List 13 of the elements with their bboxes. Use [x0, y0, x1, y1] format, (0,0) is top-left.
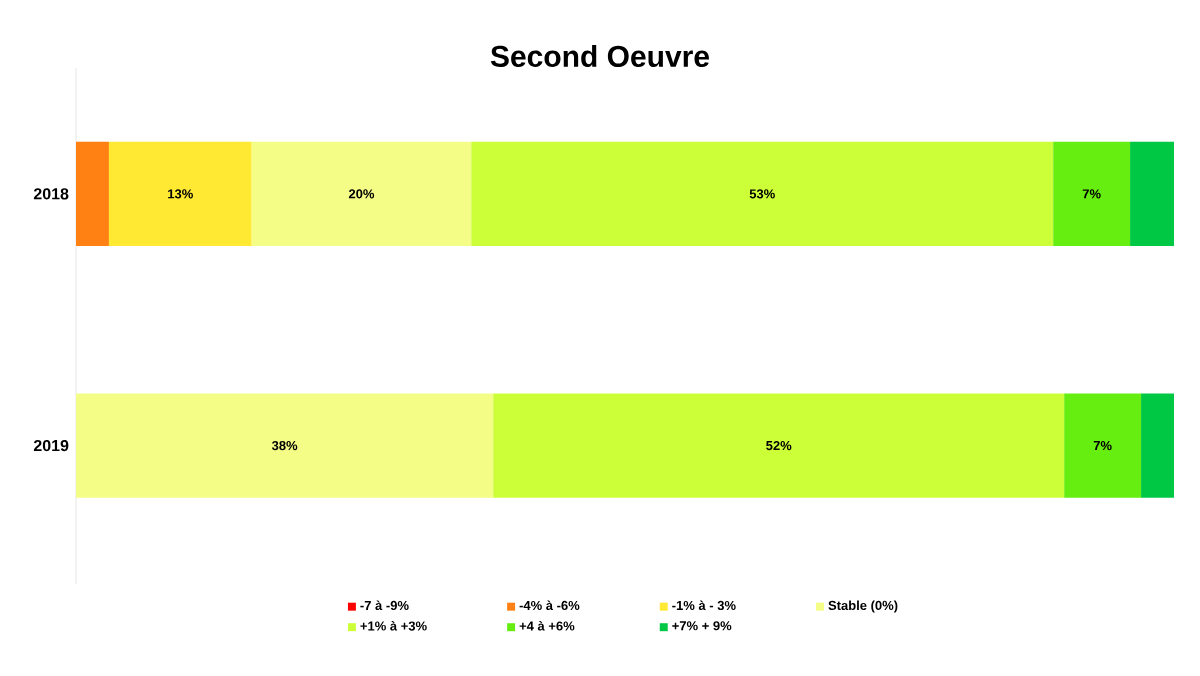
bar: [493, 393, 1065, 498]
bar: [108, 141, 252, 246]
bar: [76, 393, 494, 498]
bar: [1053, 141, 1131, 246]
bar: [76, 141, 109, 246]
bar: [1130, 141, 1174, 246]
y-tick-label: 2019: [33, 439, 69, 452]
y-tick-label: 2018: [33, 188, 69, 200]
chart-title: Second Oeuvre: [490, 44, 709, 67]
bar: [1064, 393, 1142, 498]
bar: [471, 141, 1054, 246]
bar: [1141, 393, 1174, 498]
bar: [251, 141, 472, 246]
